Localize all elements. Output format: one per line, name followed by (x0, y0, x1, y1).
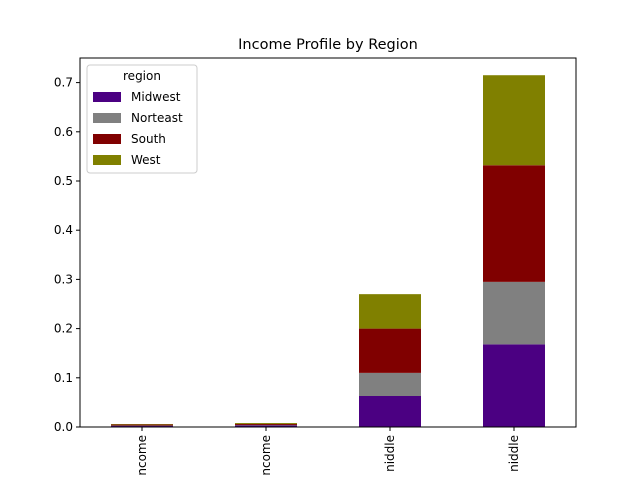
legend-swatch-norteast (93, 113, 121, 123)
legend-swatch-midwest (93, 92, 121, 102)
legend-label-south: South (131, 132, 166, 146)
y-tick-label: 0.7 (54, 76, 73, 90)
y-tick-label: 0.1 (54, 371, 73, 385)
bar-south-3 (483, 165, 545, 282)
legend-label-west: West (131, 153, 161, 167)
bar-west-2 (359, 294, 421, 329)
bar-midwest-3 (483, 344, 545, 427)
y-tick-label: 0.0 (54, 420, 73, 434)
x-tick-label: ncome (259, 435, 273, 476)
y-tick-label: 0.3 (54, 272, 73, 286)
y-tick-label: 0.4 (54, 223, 73, 237)
legend-label-midwest: Midwest (131, 90, 181, 104)
legend-title: region (123, 69, 161, 83)
legend: region Midwest Norteast South West (86, 64, 198, 174)
bar-south-0 (111, 424, 173, 426)
bar-south-2 (359, 328, 421, 373)
bar-midwest-1 (235, 425, 297, 427)
bar-norteast-3 (483, 281, 545, 345)
x-tick-label: niddle (383, 435, 397, 472)
y-tick-label: 0.6 (54, 125, 73, 139)
legend-swatch-south (93, 134, 121, 144)
plot-frame (79, 57, 577, 428)
x-tick-label: niddle (507, 435, 521, 472)
axes-group: 0.0 0.1 0.2 0.3 0.4 0.5 0.6 0.7 ncome ncome niddle… (54, 57, 577, 476)
x-tick-label: ncome (135, 435, 149, 476)
bar-west-1 (235, 423, 297, 425)
bar-south-1 (235, 424, 297, 426)
y-tick-label: 0.2 (54, 322, 73, 336)
legend-swatch-west (93, 155, 121, 165)
chart-title: Income Profile by Region (238, 37, 418, 53)
y-tick-label: 0.5 (54, 174, 73, 188)
bars-group (111, 75, 545, 427)
legend-label-norteast: Norteast (131, 111, 183, 125)
bar-norteast-2 (359, 372, 421, 397)
bar-west-3 (483, 75, 545, 166)
bar-midwest-2 (359, 396, 421, 427)
